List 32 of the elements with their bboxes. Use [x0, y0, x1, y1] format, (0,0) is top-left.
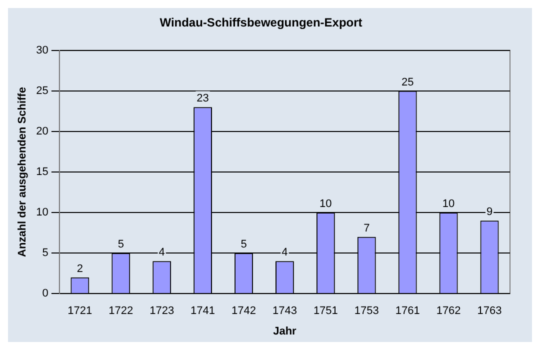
x-tick-label: 1741 — [190, 305, 216, 318]
x-tick-label: 1751 — [313, 305, 338, 318]
x-tick-label: 1742 — [232, 305, 256, 318]
data-label: 25 — [401, 76, 414, 88]
x-tick-label: 1743 — [272, 305, 297, 318]
data-label: 9 — [486, 206, 493, 218]
data-label: 10 — [320, 198, 332, 210]
y-axis-title: Anzahl der ausgehenden Schiffe — [16, 87, 29, 257]
data-label: 7 — [364, 222, 370, 234]
x-tick-label: 1722 — [108, 305, 134, 318]
y-tick-label: 20 — [36, 126, 48, 138]
x-tick-label: 1762 — [436, 305, 461, 318]
chart-title: Windau-Schiffsbewegungen-Export — [160, 16, 362, 30]
y-tick-label: 5 — [42, 247, 48, 260]
x-tick-label: 1753 — [354, 305, 379, 318]
data-label: 5 — [118, 238, 124, 251]
data-label: 23 — [196, 92, 209, 105]
y-tick-label: 25 — [36, 84, 48, 97]
y-tick-label: 0 — [42, 288, 48, 300]
data-label: 10 — [442, 198, 455, 210]
x-tick-label: 1763 — [477, 305, 502, 318]
data-label: 2 — [76, 262, 83, 275]
data-label: 4 — [158, 246, 165, 259]
data-label: 5 — [240, 238, 247, 251]
y-tick-label: 10 — [36, 206, 48, 219]
y-tick-label: 15 — [36, 166, 48, 178]
data-label: 4 — [282, 246, 288, 259]
x-tick-label: 1721 — [68, 305, 92, 318]
x-axis-title: Jahr — [273, 325, 298, 338]
x-tick-label: 1761 — [395, 305, 420, 318]
y-tick-label: 30 — [36, 44, 48, 56]
x-tick-label: 1723 — [150, 305, 174, 318]
